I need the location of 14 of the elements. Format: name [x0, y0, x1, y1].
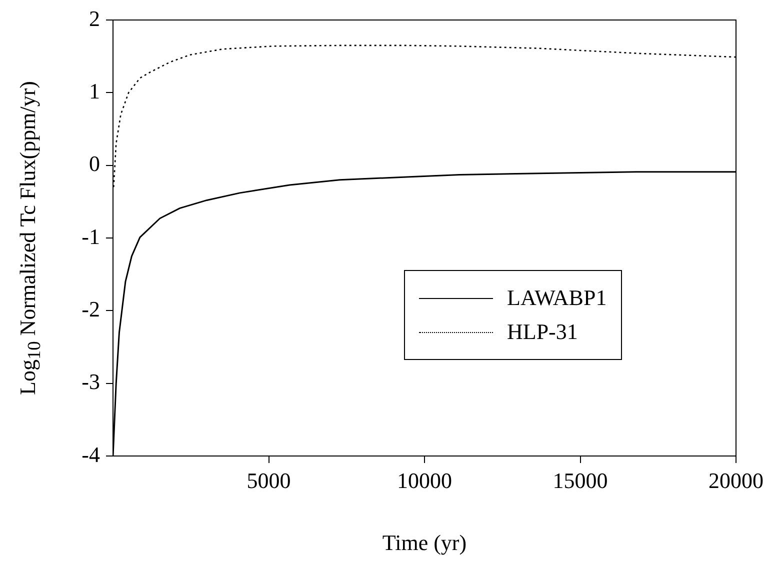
x-axis-title: Time (yr) — [382, 530, 467, 556]
y-tick-label: 0 — [89, 151, 100, 176]
y-tick-label: -4 — [82, 442, 100, 467]
x-tick-label: 15000 — [552, 468, 608, 493]
y-tick-label: -3 — [82, 369, 100, 394]
y-tick-label: 2 — [89, 6, 100, 31]
y-tick-label: -1 — [82, 224, 100, 249]
x-tick-label: 5000 — [246, 468, 291, 493]
y-tick-label: -2 — [82, 296, 100, 322]
y-tick-label: 1 — [89, 78, 100, 104]
legend-label: LAWABP1 — [507, 284, 607, 312]
x-tick-label: 20000 — [708, 468, 764, 493]
x-tick-label: 10000 — [397, 468, 452, 493]
legend-label: HLP-31 — [507, 318, 578, 346]
